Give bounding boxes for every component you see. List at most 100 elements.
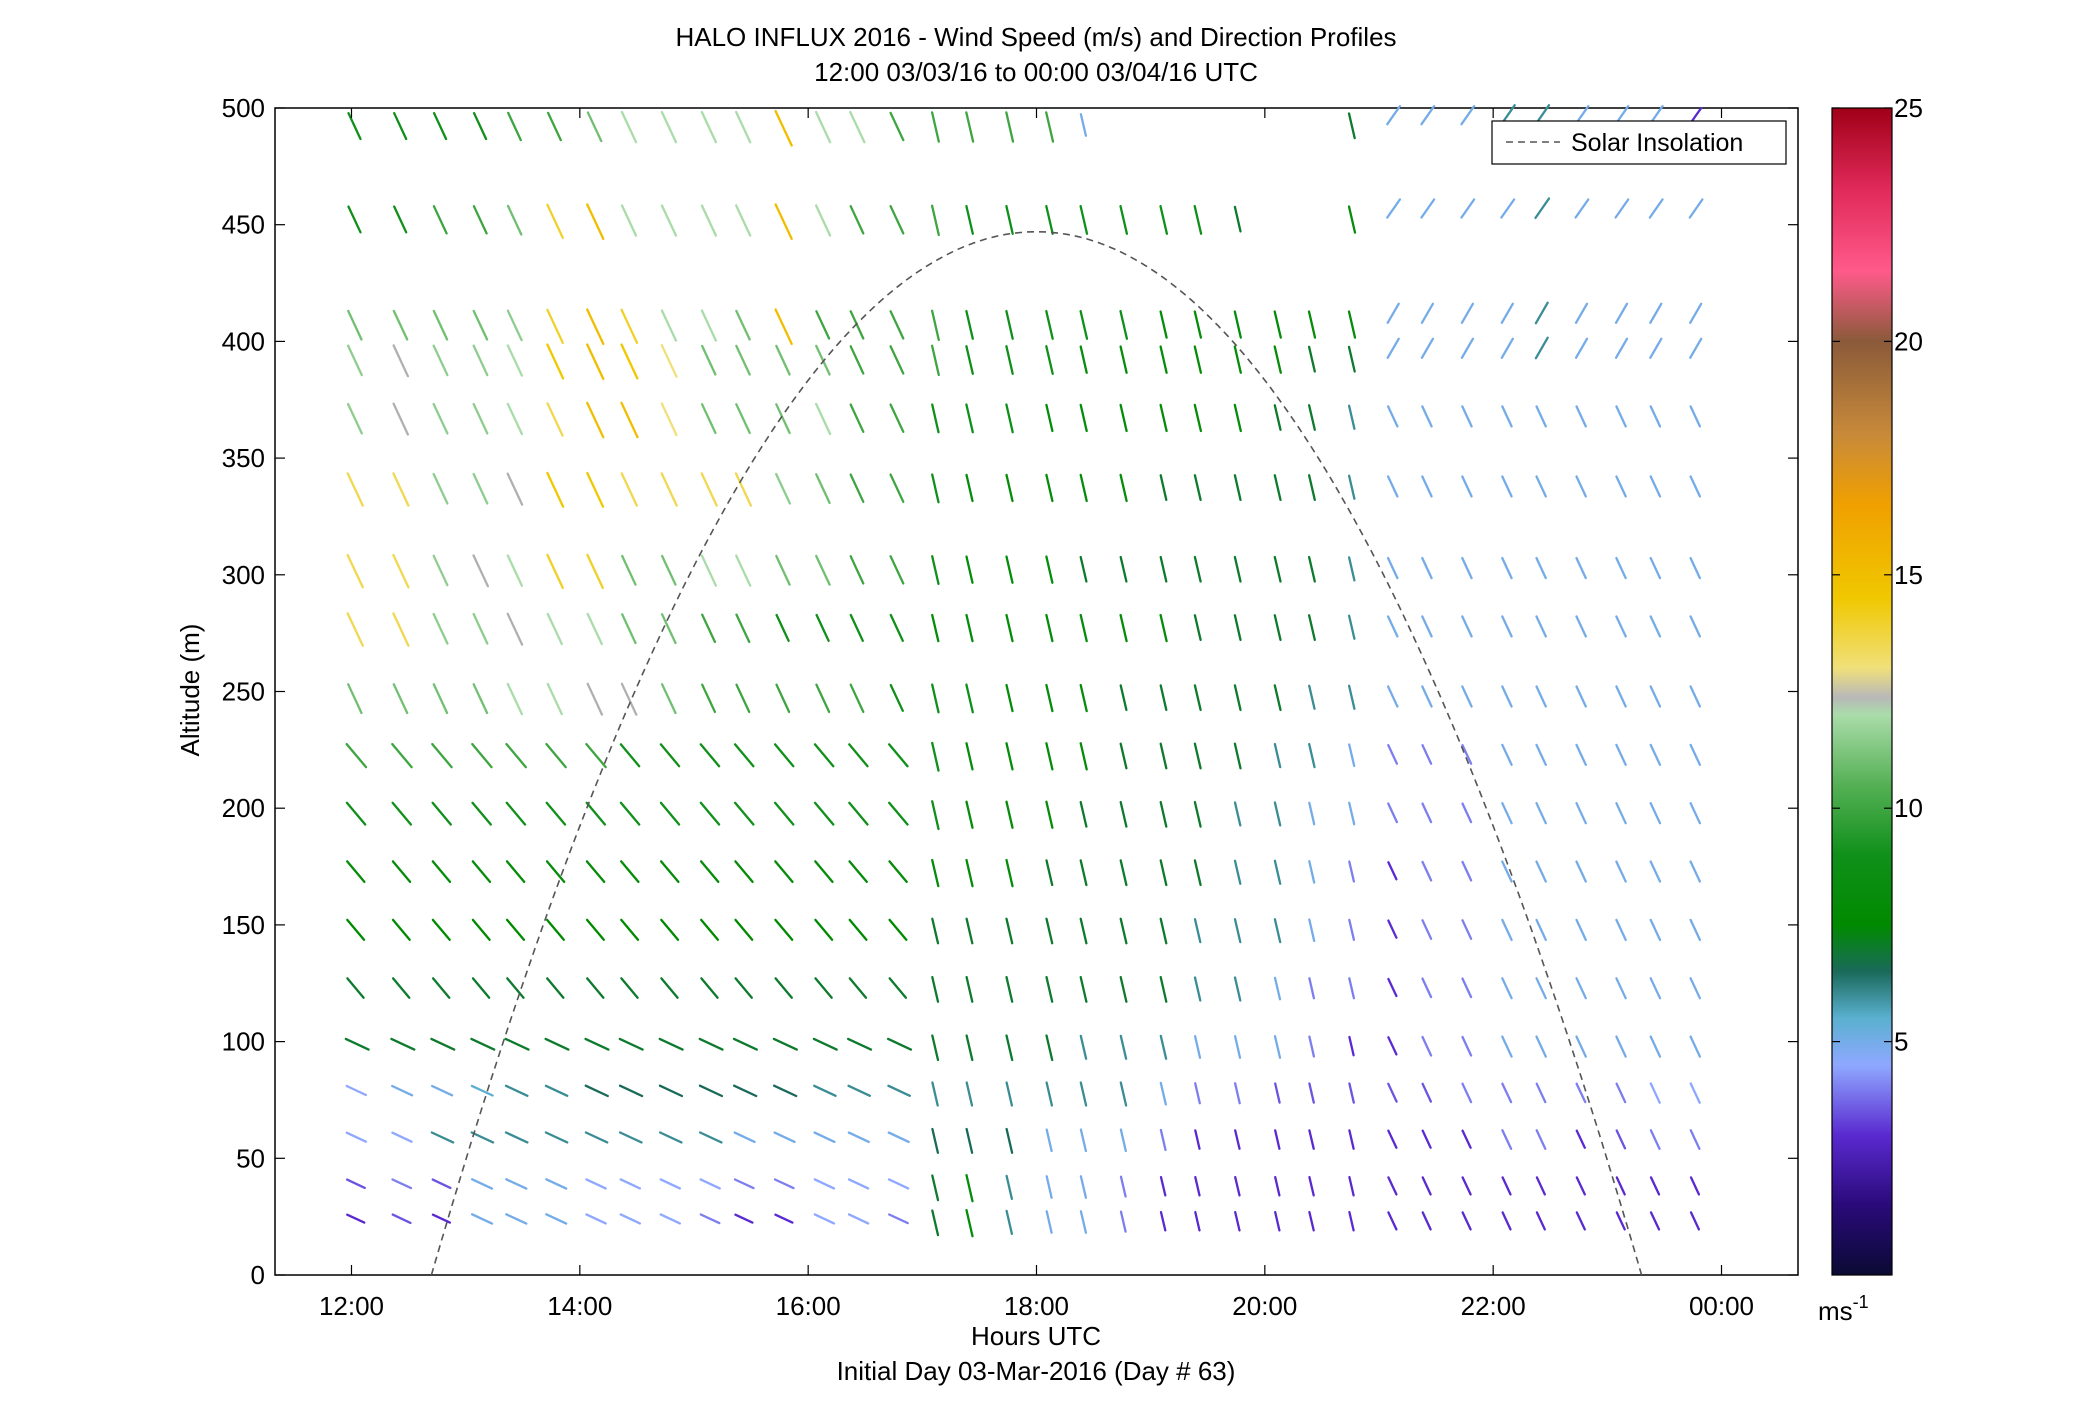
wind-arrow [930, 344, 940, 377]
wind-arrow [432, 309, 449, 341]
wind-arrow [887, 1131, 910, 1144]
wind-arrow [1159, 742, 1168, 770]
wind-arrow [546, 977, 565, 999]
wind-arrow [506, 402, 524, 436]
wind-arrow [585, 1178, 607, 1190]
wind-arrow [1119, 613, 1128, 643]
wind-arrow [1045, 1128, 1053, 1153]
wind-arrow [1534, 301, 1549, 325]
wind-arrow [1575, 1035, 1587, 1058]
wind-arrow [471, 742, 493, 769]
wind-arrow [392, 309, 409, 341]
wind-arrow [700, 204, 718, 237]
wind-arrow [848, 801, 869, 826]
wind-arrow [505, 1178, 528, 1190]
wind-arrow [1193, 684, 1202, 712]
wind-arrow [1649, 977, 1662, 1000]
wind-arrow [585, 1213, 607, 1225]
wind-arrow [1649, 405, 1662, 428]
wind-arrow [345, 742, 368, 769]
wind-arrow [1119, 204, 1129, 235]
wind-arrow [1347, 112, 1356, 140]
wind-arrow [1045, 403, 1054, 433]
wind-arrow [931, 473, 940, 504]
wind-arrow [1689, 615, 1702, 638]
wind-arrow [699, 743, 721, 768]
wind-arrow [1387, 1036, 1398, 1056]
wind-arrow [1308, 1035, 1316, 1058]
wind-arrow [1234, 1175, 1241, 1197]
wind-arrow [658, 1084, 684, 1098]
wind-arrow [430, 1131, 455, 1144]
wind-arrow [1079, 975, 1088, 1003]
wind-arrow [619, 743, 641, 768]
wind-arrow [1501, 918, 1513, 942]
wind-arrow [346, 553, 364, 589]
wind-arrow [1501, 1211, 1512, 1231]
wind-arrow [814, 204, 832, 237]
x-tick-label: 16:00 [776, 1291, 841, 1321]
wind-arrow [1307, 404, 1316, 431]
wind-arrow [1574, 198, 1590, 219]
wind-arrow [586, 553, 604, 590]
wind-arrow [1079, 683, 1088, 713]
wind-arrow [1274, 1129, 1281, 1150]
wind-arrow [585, 801, 607, 826]
wind-arrow [888, 860, 908, 884]
wind-arrow [346, 402, 363, 435]
wind-arrow [698, 1131, 723, 1144]
wind-arrow [546, 203, 564, 239]
wind-arrow [965, 403, 974, 434]
wind-arrow [1461, 1211, 1472, 1231]
plot-area: 12:00 14:00 16:00 18:00 20:00 22:00 00:00 0 50 1… [222, 93, 1799, 1321]
wind-arrow [347, 309, 363, 341]
wind-arrow [1534, 197, 1551, 220]
wind-arrow [1386, 615, 1399, 638]
wind-arrow [470, 1178, 494, 1190]
wind-arrow [1193, 614, 1202, 642]
wind-arrow [620, 860, 640, 884]
wind-arrow [660, 309, 678, 342]
wind-arrow [1649, 918, 1662, 942]
wind-arrow [1159, 555, 1168, 583]
wind-arrow [846, 1037, 873, 1051]
wind-arrow [699, 860, 720, 884]
wind-arrow [586, 343, 605, 381]
wind-arrow [1501, 1129, 1513, 1150]
wind-arrow [1575, 685, 1587, 708]
wind-arrow [546, 612, 563, 646]
wind-arrow [660, 613, 677, 645]
wind-arrow [1615, 918, 1627, 942]
wind-arrow [504, 1084, 529, 1097]
wind-arrow [507, 111, 522, 142]
wind-arrow [346, 472, 364, 507]
wind-arrow [472, 402, 489, 435]
wind-arrow [931, 858, 940, 888]
wind-arrow [888, 743, 909, 768]
wind-arrow [1045, 683, 1054, 713]
wind-arrow [965, 1081, 974, 1107]
wind-arrow [1347, 345, 1356, 373]
wind-arrow [1386, 475, 1399, 498]
wind-arrow [1159, 1175, 1167, 1197]
wind-arrow [1387, 744, 1399, 765]
wind-arrow [1575, 615, 1587, 638]
wind-arrow [432, 472, 449, 505]
wind-arrow [1614, 337, 1629, 359]
wind-arrow [698, 1037, 724, 1051]
wind-arrow [1119, 1128, 1127, 1153]
wind-arrow [347, 205, 362, 234]
wind-arrow [775, 554, 791, 586]
wind-arrow [1119, 684, 1128, 712]
wind-arrow [660, 472, 678, 507]
wind-arrow [735, 309, 751, 341]
wind-arrow [1347, 404, 1356, 430]
wind-arrow [546, 553, 564, 590]
wind-arrow [1460, 302, 1475, 324]
wind-arrow [734, 918, 754, 941]
colorbar-ticks: 5 10 15 20 25 [1832, 93, 1923, 1057]
wind-arrow [470, 1131, 495, 1144]
colorbar-tick-label: 15 [1894, 560, 1923, 590]
wind-arrow [620, 472, 638, 507]
wind-arrow [1348, 977, 1356, 1000]
